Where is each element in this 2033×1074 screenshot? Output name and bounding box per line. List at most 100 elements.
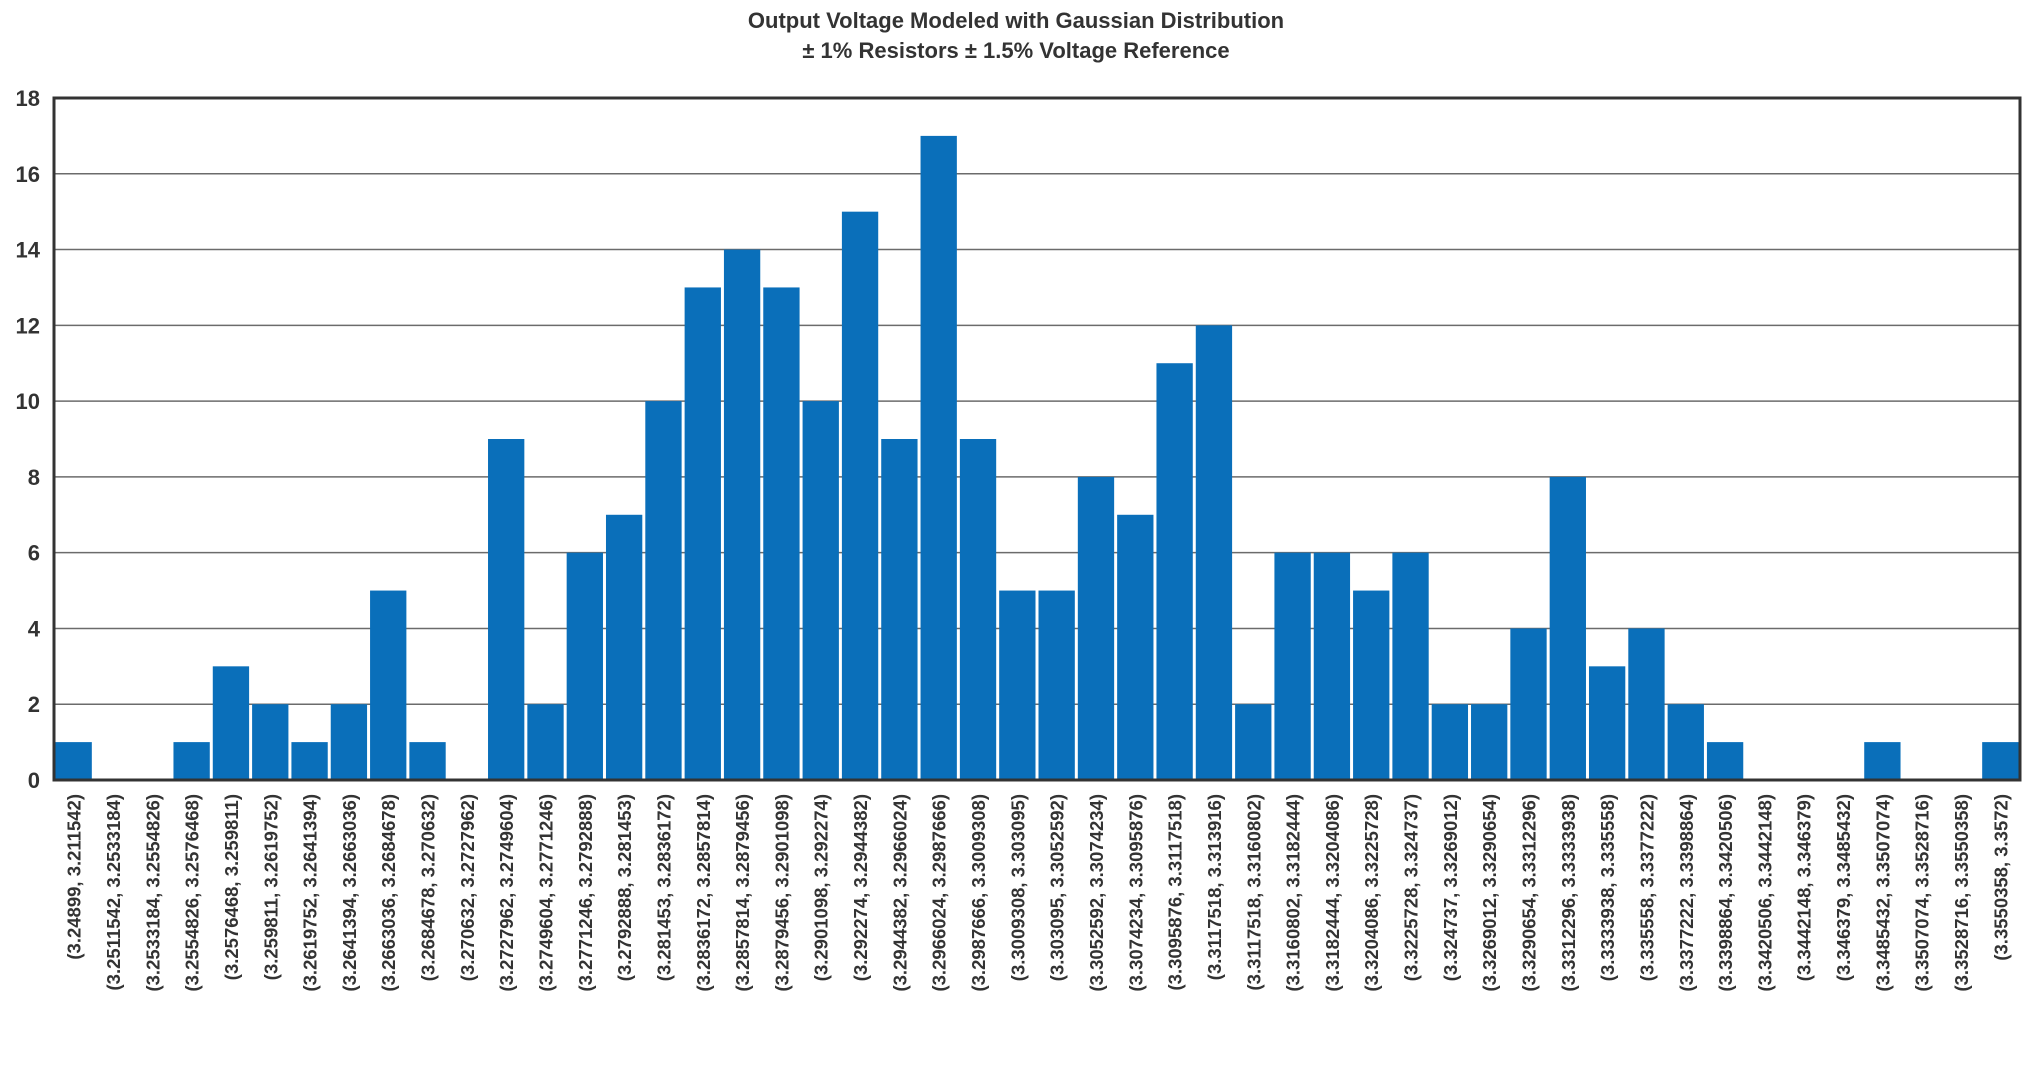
histogram-bar [1510,628,1547,780]
x-tick-label: (3.2684678, 3.270632) [418,794,439,981]
histogram-bar [409,742,446,780]
histogram-bar [488,439,525,780]
x-tick-label: (3.303095, 3.3052592) [1047,794,1068,981]
x-tick-label: (3.270632, 3.2727962) [457,794,478,981]
x-tick-label: (3.335558, 3.3377222) [1636,794,1657,981]
x-axis-ticks: (3.24899, 3.211542) (3.2511542, 3.2533184… [64,794,2012,992]
chart-title: Output Voltage Modeled with Gaussian Dis… [748,8,1284,33]
histogram-bar [173,742,210,780]
histogram-bar [802,401,839,780]
histogram-bar [1588,666,1626,780]
x-tick-label: (3.2511542, 3.2533184) [103,794,124,990]
histogram-bar [291,742,328,780]
x-tick-label: (3.3117518, 3.3160802) [1243,794,1264,990]
x-tick-label: (3.281453, 3.2836172) [653,794,674,981]
x-tick-label: (3.2771246, 3.2792888) [575,794,596,992]
x-tick-label: (3.2857814, 3.2879456) [732,794,753,992]
histogram-bar [1313,552,1351,780]
histogram-bar [881,439,918,780]
histogram-bar [1628,628,1665,780]
x-tick-label: (3.2944382, 3.2966024) [889,794,910,992]
x-tick-label: (3.346379, 3.3485432) [1833,794,1854,981]
histogram-bar [723,249,761,780]
histogram-bar [1156,363,1193,780]
x-tick-label: (3.3117518, 3.313916) [1204,794,1225,980]
y-tick-label: 12 [16,313,40,338]
x-tick-label: (3.3182444, 3.3204086) [1322,794,1343,992]
x-tick-label: (3.2554826, 3.2576468) [182,794,203,992]
histogram-bar [1117,514,1154,780]
histogram-bar [763,287,800,780]
histogram-bar [999,590,1036,780]
histogram-bar [1706,742,1744,780]
x-tick-label: (3.3312296, 3.3333938) [1558,794,1579,992]
y-tick-label: 8 [28,465,40,490]
y-tick-label: 0 [28,768,40,793]
x-tick-label: (3.3225728, 3.324737) [1401,794,1422,981]
x-tick-label: (3.2533184, 3.2554826) [142,794,163,992]
x-tick-label: (3.3052592, 3.3074234) [1086,794,1107,992]
histogram-bar [1431,704,1469,780]
x-tick-label: (3.2836172, 3.2857814) [693,794,714,992]
y-axis-ticks: 0 2 4 6 8 10 12 14 16 18 [16,86,41,793]
y-tick-label: 10 [16,389,40,414]
y-tick-label: 4 [28,616,41,641]
histogram-bar [1864,742,1901,780]
histogram-bar [527,704,564,780]
x-tick-label: (3.2641394, 3.2663036) [339,794,360,992]
x-tick-label: (3.24899, 3.211542) [64,794,85,960]
chart-subtitle: ± 1% Resistors ± 1.5% Voltage Reference [802,38,1229,63]
histogram-bar [1667,704,1704,780]
x-tick-label: (3.3333938, 3.335558) [1597,794,1618,981]
x-tick-label: (3.2966024, 3.2987666) [929,794,950,992]
histogram-bar [1353,590,1390,780]
x-tick-label: (3.3269012, 3.3290654) [1479,794,1500,992]
x-tick-label: (3.3204086, 3.3225728) [1361,794,1382,992]
histogram-bar [959,439,997,780]
x-tick-label: (3.2879456, 3.2901098) [771,794,792,992]
x-tick-label: (3.2576468, 3.259811) [221,794,242,980]
histogram-bar [370,590,407,780]
histogram-bar [212,666,250,780]
x-tick-label: (3.3074234, 3.3095876) [1125,794,1146,992]
histogram-bar [1195,325,1233,780]
histogram-bar [566,552,603,780]
y-tick-label: 2 [28,692,40,717]
x-tick-label: (3.2987666, 3.3009308) [968,794,989,992]
x-tick-label: (3.3398864, 3.3420506) [1715,794,1736,992]
x-tick-label: (3.3095876, 3.3117518) [1165,794,1186,990]
x-tick-label: (3.2901098, 3.292274) [811,794,832,981]
plot-frame [52,96,2022,782]
histogram-bar [1549,476,1586,780]
x-tick-label: (3.3485432, 3.3507074) [1872,794,1893,992]
histogram-bar [841,211,879,781]
histogram-bar [1235,704,1272,780]
x-tick-label: (3.259811, 3.2619752) [260,794,281,980]
x-tick-label: (3.324737, 3.3269012) [1440,794,1461,981]
y-tick-label: 16 [16,162,40,187]
x-tick-label: (3.3290654, 3.3312296) [1519,794,1540,992]
y-tick-label: 6 [28,541,40,566]
histogram-bar [1982,742,2019,780]
x-tick-label: (3.3160802, 3.3182444) [1283,794,1304,992]
bars [55,135,2019,781]
x-tick-label: (3.3009308, 3.303095) [1007,794,1028,981]
histogram-bar [1077,476,1115,780]
x-tick-label: (3.3550358, 3.3572) [1990,794,2011,961]
histogram-bar [1392,552,1429,780]
x-tick-label: (3.2727962, 3.2749604) [496,794,517,992]
histogram-bar [55,742,92,780]
x-tick-label: (3.3377222, 3.3398864) [1676,794,1697,992]
x-tick-label: (3.3442148, 3.346379) [1794,794,1815,981]
x-tick-label: (3.3528716, 3.3550358) [1951,794,1972,992]
x-tick-label: (3.2663036, 3.2684678) [378,794,399,992]
histogram-bar [645,401,682,780]
x-tick-label: (3.292274, 3.2944382) [850,794,871,981]
histogram-bar [1274,552,1311,780]
histogram-bar [330,704,368,780]
x-tick-label: (3.3507074, 3.3528716) [1912,794,1933,992]
histogram-bar [684,287,721,780]
histogram-bar [920,135,957,780]
y-tick-label: 18 [16,86,40,111]
